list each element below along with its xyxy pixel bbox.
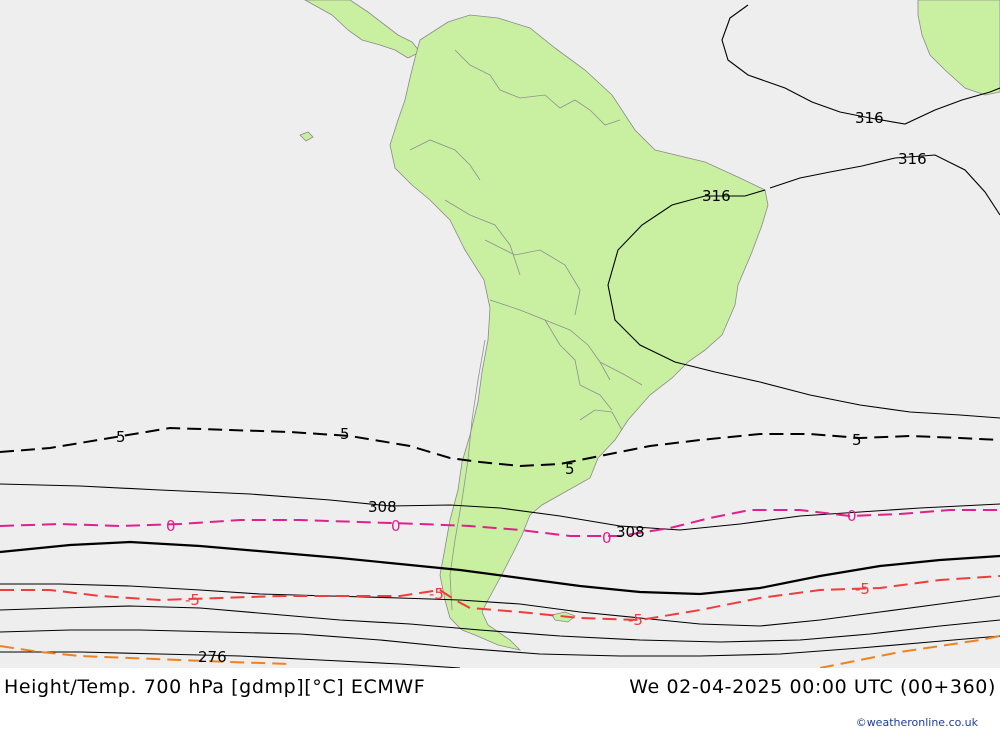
contour-292 — [0, 605, 1000, 643]
map-title: Height/Temp. 700 hPa [gdmp][°C] ECMWF — [4, 676, 426, 698]
label-tm5-chile: -5 — [429, 585, 444, 603]
label-tm5-west: -5 — [185, 591, 200, 609]
south-america-land — [389, 14, 769, 651]
contour-316-north — [721, 4, 1000, 125]
label-276: 276 — [198, 648, 227, 666]
isotherm-5 — [0, 426, 1000, 468]
central-america-land — [304, 0, 421, 59]
credit-link[interactable]: ©weatheronline.co.uk — [855, 716, 978, 729]
north-africa-land — [917, 0, 1000, 96]
label-t0-mid: 0 — [391, 517, 401, 535]
label-t0-east: 0 — [847, 507, 857, 525]
label-tm5-east: -5 — [855, 580, 870, 598]
label-316-brazil: 316 — [702, 187, 731, 205]
label-t5-west: 5 — [116, 428, 126, 446]
label-t5-arg: 5 — [565, 460, 575, 478]
contour-308 — [0, 483, 1000, 531]
contour-316-east — [769, 154, 1000, 216]
contour-thick — [0, 540, 1000, 596]
contour-labels: 316 316 316 308 308 276 5 5 5 5 0 0 0 0 … — [116, 109, 927, 666]
label-tm5-mid: -5 — [628, 611, 643, 629]
isotherm-0 — [0, 509, 1000, 537]
label-t0-west: 0 — [166, 517, 176, 535]
label-316-north: 316 — [855, 109, 884, 127]
isotherm-minus5 — [0, 575, 1000, 622]
contour-276 — [0, 651, 461, 668]
galapagos-islands — [299, 131, 314, 142]
label-t5-mid: 5 — [340, 425, 350, 443]
label-t5-east: 5 — [852, 431, 862, 449]
contour-284 — [0, 629, 1000, 657]
label-316-east: 316 — [898, 150, 927, 168]
contour-300 — [0, 583, 1000, 627]
valid-time: We 02-04-2025 00:00 UTC (00+360) — [629, 676, 996, 698]
height-contours — [0, 4, 1000, 668]
weather-map: 316 316 316 308 308 276 5 5 5 5 0 0 0 0 … — [0, 0, 1000, 668]
isotherm-minus10 — [0, 635, 1000, 668]
contour-316-brazil — [607, 189, 1000, 419]
land-masses — [299, 0, 1000, 651]
label-308-east: 308 — [616, 523, 645, 541]
label-t0-arg: 0 — [602, 529, 612, 547]
map-footer: Height/Temp. 700 hPa [gdmp][°C] ECMWF We… — [0, 668, 1000, 733]
label-308-west: 308 — [368, 498, 397, 516]
